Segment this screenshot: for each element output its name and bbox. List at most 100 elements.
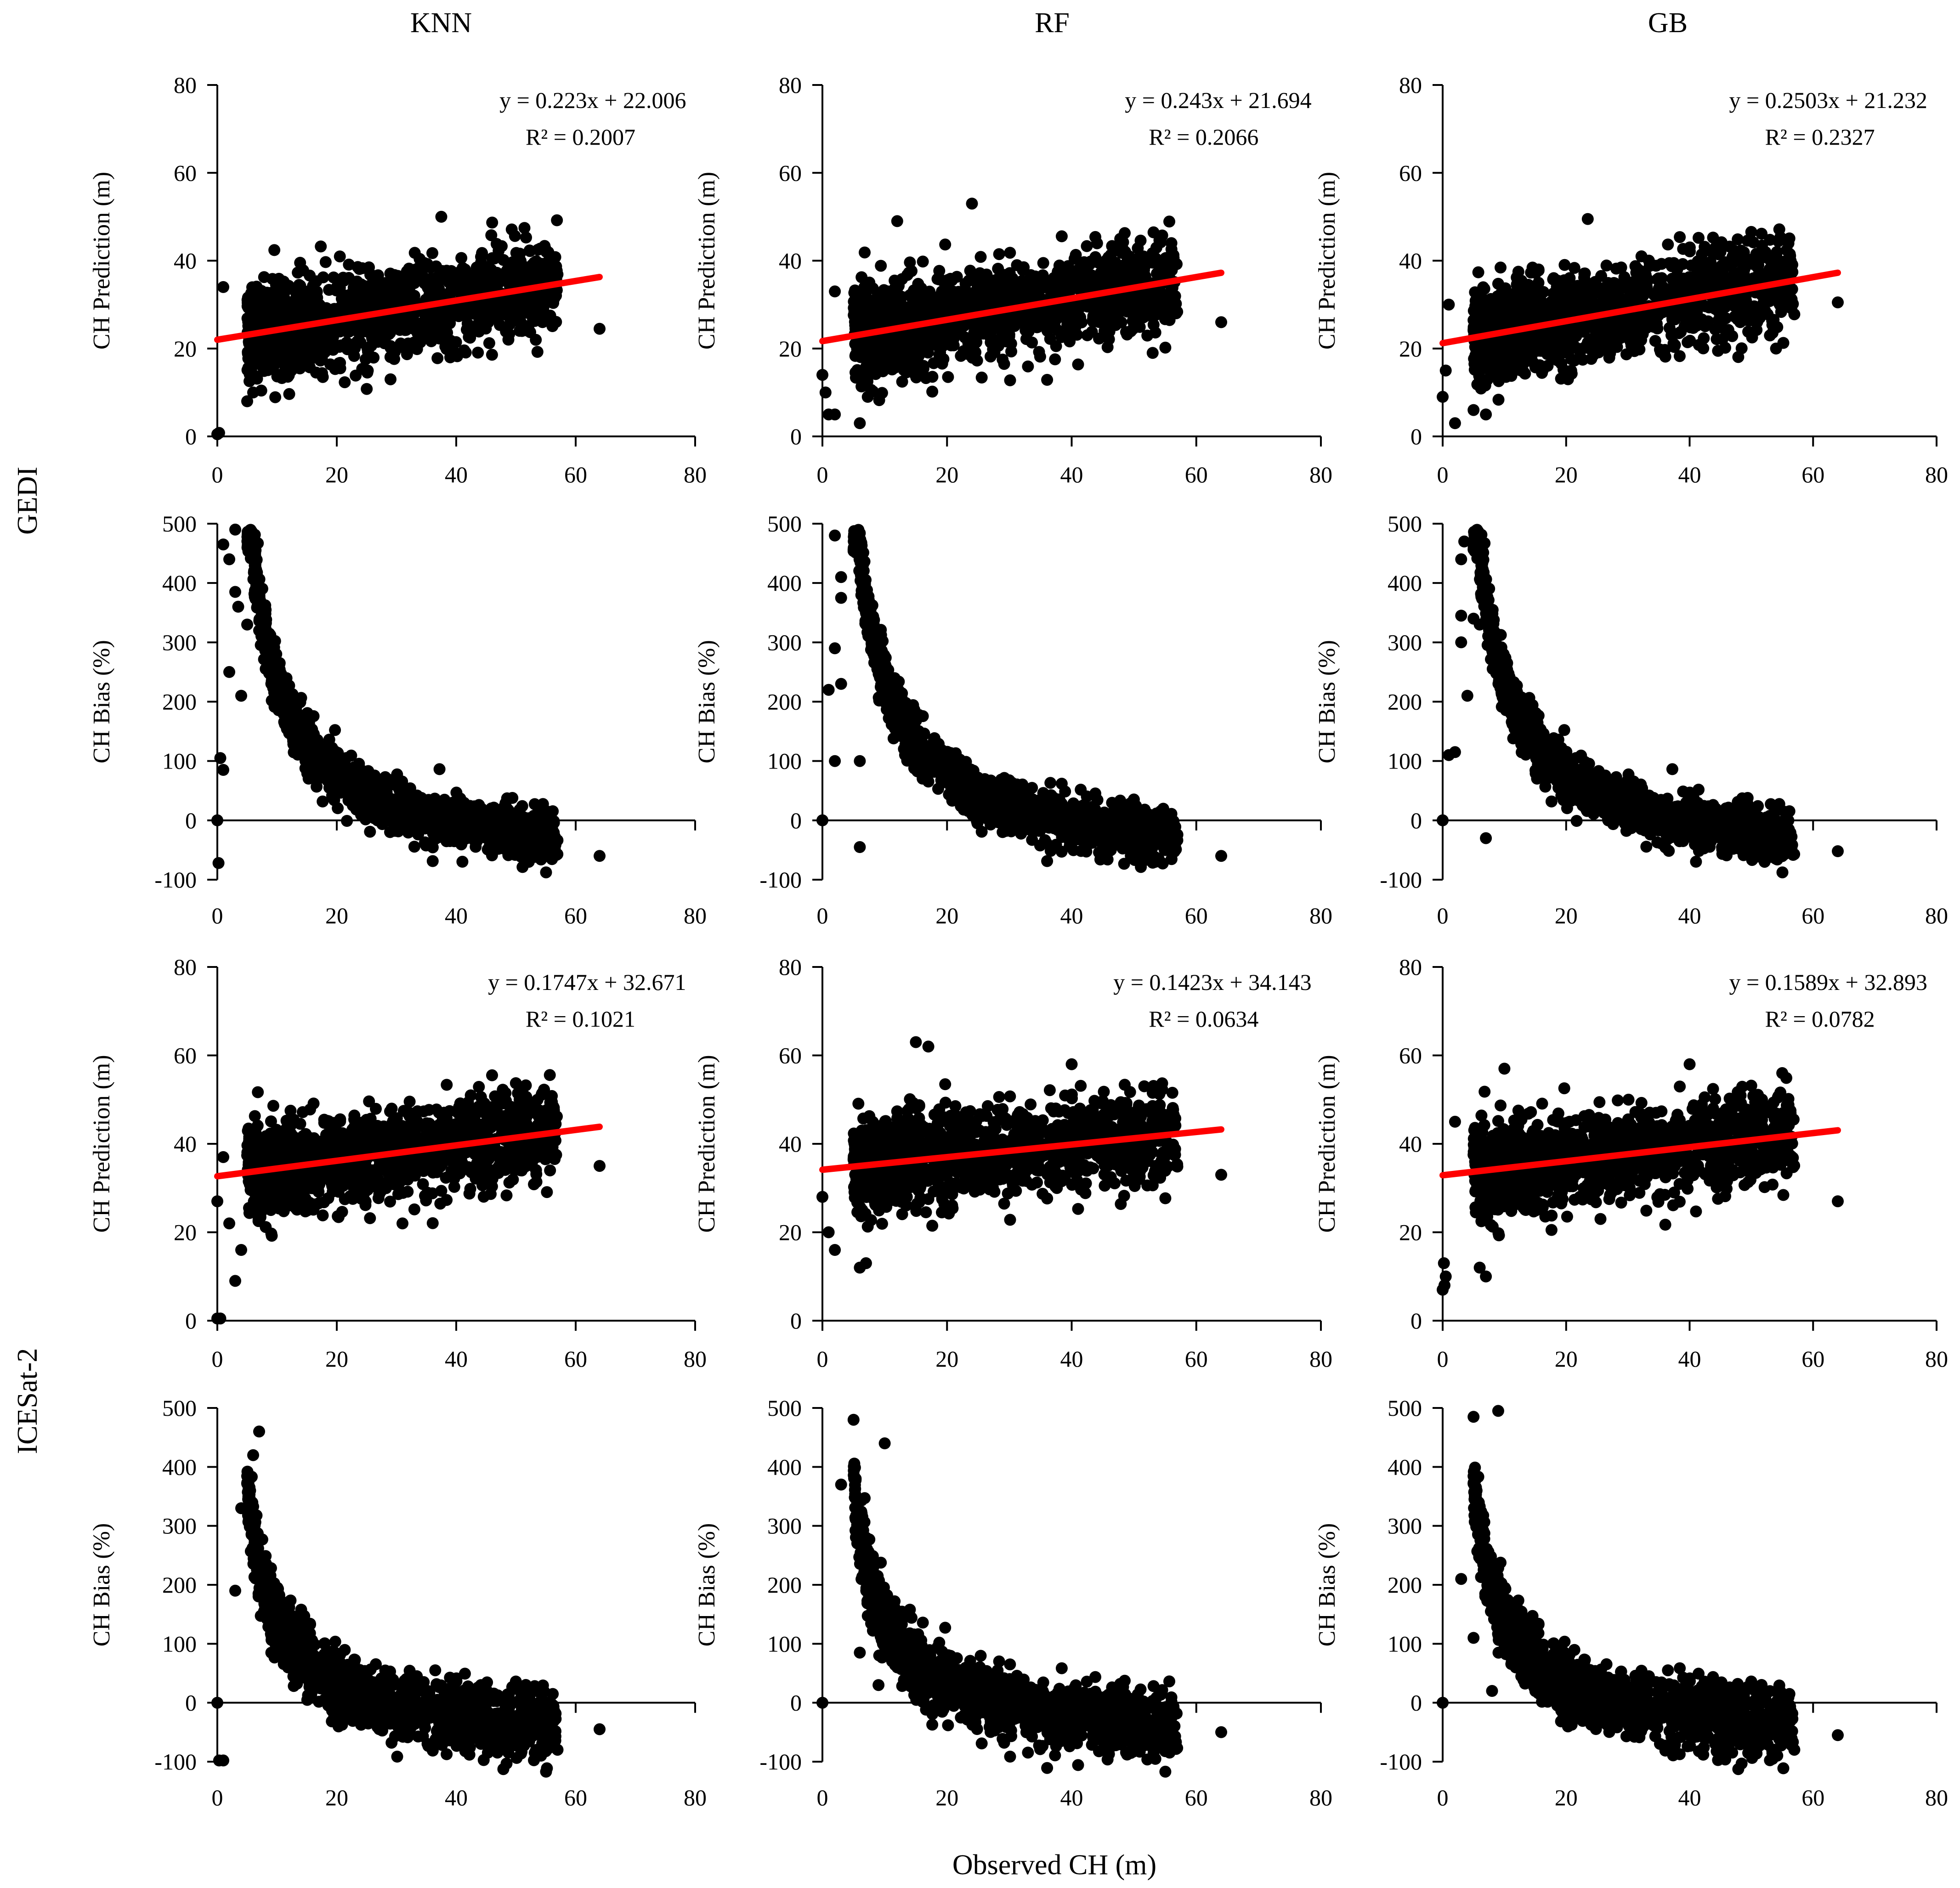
scatter-point — [1577, 292, 1589, 305]
scatter-point — [513, 312, 525, 324]
y-axis-label: CH Prediction (m) — [694, 172, 720, 350]
scatter-point — [1514, 295, 1526, 307]
x-tick-label: 0 — [817, 462, 828, 487]
scatter-point — [505, 223, 518, 236]
scatter-point — [968, 317, 980, 330]
scatter-point — [936, 274, 948, 287]
scatter-point — [329, 724, 341, 736]
scatter-point — [1674, 231, 1686, 243]
scatter-point — [476, 275, 488, 287]
scatter-point — [320, 302, 333, 314]
scatter-point — [594, 322, 606, 335]
y-tick-label: 20 — [1399, 336, 1422, 362]
scatter-point — [1629, 260, 1642, 272]
scatter-point — [408, 247, 421, 259]
scatter-point — [361, 383, 373, 395]
scatter-point — [1732, 233, 1744, 245]
scatter-point — [1498, 311, 1511, 324]
y-axis-label: CH Bias (%) — [89, 640, 115, 763]
scatter-point — [1698, 332, 1710, 345]
scatter-point — [1784, 254, 1796, 266]
point-cloud — [1467, 223, 1801, 406]
scatter-point — [1600, 260, 1613, 271]
scatter-point — [461, 280, 474, 292]
scatter-point — [1739, 296, 1750, 309]
scatter-point — [1215, 316, 1227, 328]
scatter-point — [516, 325, 528, 337]
scatter-point — [1099, 311, 1111, 324]
scatter-point — [876, 387, 888, 399]
scatter-point — [385, 373, 397, 385]
scatter-point — [993, 248, 1005, 260]
scatter-point — [1467, 404, 1480, 416]
scatter-point — [943, 325, 956, 337]
scatter-point — [1037, 269, 1049, 282]
scatter-point — [1782, 237, 1795, 249]
scatter-point — [910, 371, 923, 384]
scatter-point — [262, 358, 275, 371]
scatter-point — [939, 238, 952, 251]
scatter-point — [1510, 340, 1522, 352]
y-tick-label: 0 — [185, 808, 197, 833]
scatter-point — [1022, 360, 1034, 373]
scatter-point — [486, 216, 498, 229]
y-tick-label: 400 — [162, 570, 197, 596]
scatter-point — [912, 300, 924, 312]
column-title-knn: KNN — [410, 7, 472, 39]
y-tick-label: 40 — [1399, 248, 1422, 274]
scatter-point — [1114, 295, 1126, 308]
scatter-point — [283, 388, 295, 400]
x-tick-label: 40 — [445, 462, 468, 487]
scatter-point — [1703, 270, 1716, 282]
scatter-point — [951, 271, 963, 283]
scatter-point — [444, 351, 456, 363]
scatter-point — [1515, 275, 1528, 287]
x-tick-label: 20 — [325, 903, 348, 928]
scatter-point — [1089, 231, 1101, 243]
scatter-point — [1437, 390, 1449, 403]
scatter-point — [351, 335, 363, 348]
scatter-point — [1059, 272, 1071, 285]
scatter-point — [1786, 283, 1798, 295]
scatter-point — [1533, 304, 1545, 316]
scatter-point — [1163, 215, 1175, 228]
y-tick-label: -100 — [154, 867, 197, 893]
scatter-point — [1119, 227, 1131, 239]
scatter-point — [518, 222, 531, 234]
scatter-point — [408, 841, 420, 853]
scatter-point — [1603, 332, 1615, 344]
scatter-point — [1717, 269, 1730, 282]
scatter-point — [339, 376, 351, 389]
scatter-point — [934, 289, 946, 301]
scatter-point — [254, 347, 266, 359]
scatter-point — [915, 282, 928, 294]
scatter-point — [1147, 256, 1159, 269]
r-squared-label: R² = 0.2327 — [1765, 124, 1875, 150]
scatter-point — [1502, 359, 1514, 372]
row-title-gedi: GEDI — [12, 467, 43, 535]
scatter-point — [1745, 226, 1757, 238]
scatter-point — [1115, 316, 1127, 328]
scatter-point — [426, 247, 438, 259]
scatter-point — [1017, 264, 1029, 277]
x-tick-label: 80 — [1309, 462, 1332, 487]
scatter-point — [1031, 321, 1043, 334]
scatter-point — [1751, 258, 1764, 270]
scatter-point — [431, 352, 444, 364]
scatter-point — [381, 322, 394, 335]
scatter-point — [278, 305, 290, 317]
scatter-point — [1033, 346, 1045, 358]
scatter-point — [1449, 417, 1461, 430]
scatter-point — [1603, 351, 1615, 364]
scatter-point — [353, 277, 365, 290]
scatter-point — [1153, 234, 1166, 246]
scatter-point — [551, 214, 563, 226]
scatter-point — [414, 335, 426, 347]
scatter-point — [975, 371, 988, 384]
scatter-point — [1757, 297, 1770, 309]
y-tick-label: 0 — [790, 424, 802, 449]
scatter-point — [317, 271, 329, 283]
